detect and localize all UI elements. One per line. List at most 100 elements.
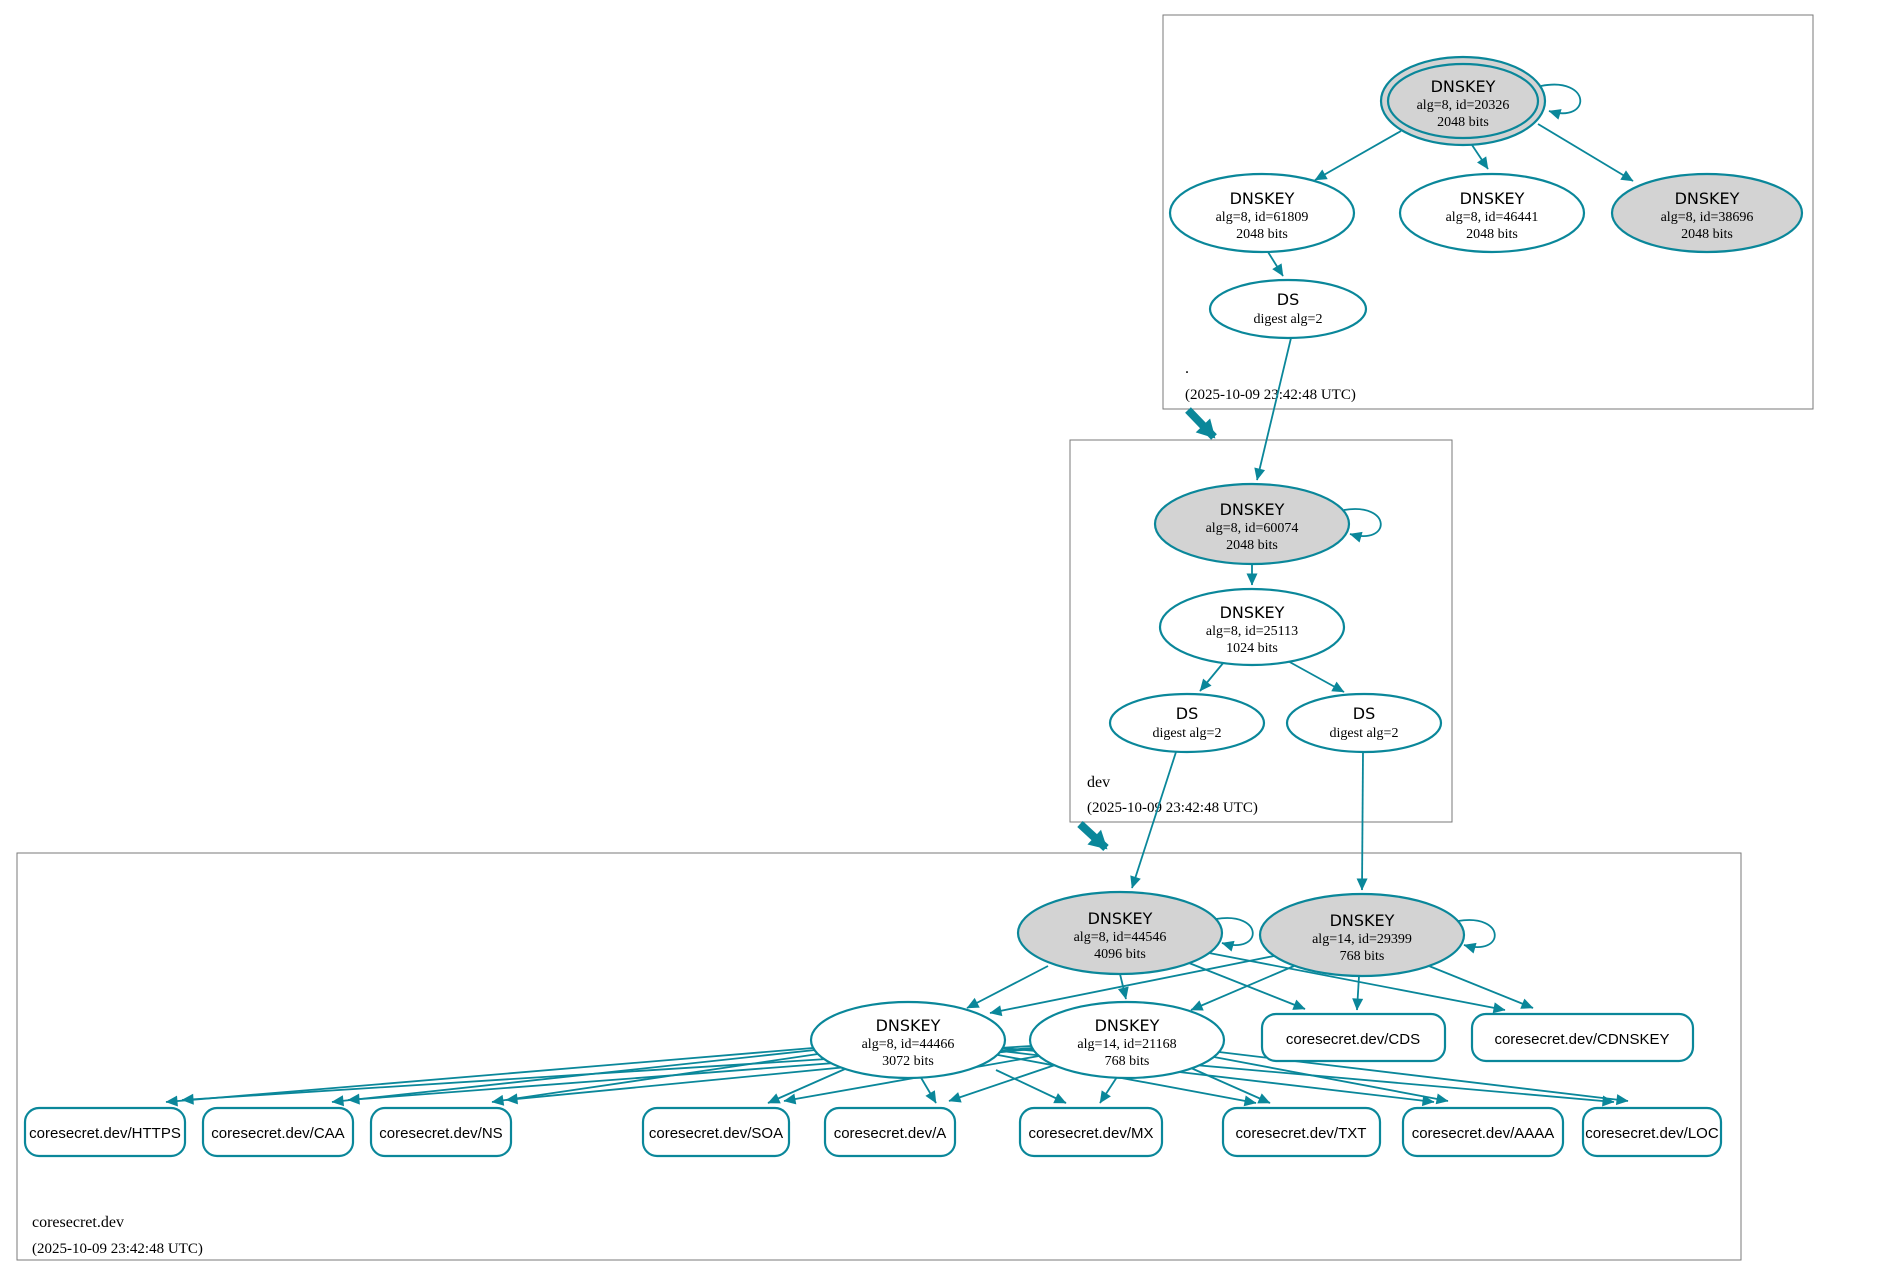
https-box [23,1106,187,1158]
dnskey-25113-ellipse [1158,587,1346,667]
dnskey-25113-detail: alg=8, id=25113 [1206,624,1298,639]
loc-box [1581,1106,1723,1158]
dnskey-21168-detail: alg=14, id=21168 [1077,1037,1176,1052]
dnskey-61809-ellipse [1168,172,1356,254]
dev-ds2-detail: digest alg=2 [1330,726,1399,741]
edge-dnskey-44466-to-soa [767,1068,846,1104]
node-dnskey-21168: DNSKEY alg=14, id=21168 768 bits [1028,1000,1226,1080]
edge-dnskey-21168-to-txt [1190,1067,1271,1104]
node-dnskey-38696: DNSKEY alg=8, id=38696 2048 bits [1610,172,1804,254]
caa-label: coresecret.dev/CAA [211,1125,344,1142]
dnskey-61809-title: DNSKEY [1230,189,1295,208]
edge-dnskey-29399-to-cdnskey [1428,965,1534,1009]
dnskey-44466-detail: alg=8, id=44466 [862,1037,955,1052]
dnskey-20326-detail: alg=8, id=20326 [1417,98,1510,113]
dnskey-20326-inner-ellipse [1386,62,1540,140]
rrset-node-txt: coresecret.dev/TXT [1221,1106,1382,1158]
edge-dnskey-44466-to-a [919,1075,937,1104]
dnskey-46441-bits: 2048 bits [1466,227,1518,242]
node-dnskey-44466: DNSKEY alg=8, id=44466 3072 bits [809,1000,1007,1080]
edge-dnskey-20326-to-61809 [1314,130,1402,181]
dnskey-60074-ellipse [1153,482,1351,566]
node-dnskey-29399-ksk: DNSKEY alg=14, id=29399 768 bits [1258,892,1466,978]
dnskey-21168-ellipse [1028,1000,1226,1080]
dnskey-29399-bits: 768 bits [1340,949,1385,964]
edge-dnskey-44546-to-cdnskey [1208,952,1506,1014]
root-ds-detail: digest alg=2 [1254,312,1323,327]
ns-box [369,1106,513,1158]
edges-dev-zone [1077,508,1382,891]
rrset-node-https: coresecret.dev/HTTPS [23,1106,187,1158]
edge-delegation-dev-to-coresecret [1077,821,1109,851]
node-dnskey-25113: DNSKEY alg=8, id=25113 1024 bits [1158,587,1346,667]
dnskey-25113-bits: 1024 bits [1226,641,1278,656]
cdnskey-box [1470,1012,1695,1063]
edge-dnskey-21168-to-aaaa [1213,1056,1449,1105]
zone-timestamp-dev: (2025-10-09 23:42:48 UTC) [1087,800,1258,816]
rrset-node-ns: coresecret.dev/NS [369,1106,513,1158]
node-dnskey-44546-ksk: DNSKEY alg=8, id=44546 4096 bits [1016,890,1224,976]
dnskey-38696-bits: 2048 bits [1681,227,1733,242]
a-label: coresecret.dev/A [834,1125,947,1142]
rrset-node-soa: coresecret.dev/SOA [641,1106,791,1158]
zone-label-dev: dev [1087,774,1110,791]
dnskey-44546-title: DNSKEY [1088,909,1153,928]
edge-dnskey-25113-to-ds2 [1285,659,1345,693]
zone-label-coresecret: coresecret.dev [32,1214,124,1231]
edge-dnskey-29399-to-cds [1352,975,1364,1011]
dnskey-21168-bits: 768 bits [1105,1054,1150,1069]
edge-selfsign-dnskey-60074 [1343,508,1382,543]
dev-ds2-title: DS [1353,704,1375,723]
dnskey-38696-ellipse [1610,172,1804,254]
edge-dnskey-21168-to-a [948,1064,1056,1103]
edge-dnskey-44466-to-https [165,1047,814,1107]
dnskey-25113-title: DNSKEY [1220,603,1285,622]
https-label: coresecret.dev/HTTPS [29,1125,181,1142]
rrset-node-mx: coresecret.dev/MX [1018,1106,1164,1158]
dev-ds1-ellipse [1108,692,1266,754]
dnskey-38696-detail: alg=8, id=38696 [1661,210,1754,225]
edge-dnskey-20326-to-38696 [1537,123,1634,182]
node-dnskey-46441: DNSKEY alg=8, id=46441 2048 bits [1398,172,1586,254]
dnskey-46441-ellipse [1398,172,1586,254]
dnskey-46441-detail: alg=8, id=46441 [1446,210,1539,225]
dnskey-29399-ellipse [1258,892,1466,978]
dnskey-44466-bits: 3072 bits [882,1054,934,1069]
dev-ds1-detail: digest alg=2 [1153,726,1222,741]
edge-selfsign-dnskey-44546 [1215,917,1254,952]
node-dev-ds2: DS digest alg=2 [1285,692,1443,754]
txt-label: coresecret.dev/TXT [1236,1125,1367,1142]
edge-root-ds-to-dev-dnskey-60074 [1254,337,1292,481]
rrset-node-loc: coresecret.dev/LOC [1581,1106,1723,1158]
dev-ds2-ellipse [1285,692,1443,754]
edge-dnskey-44466-to-mx [995,1069,1067,1104]
dnskey-61809-bits: 2048 bits [1236,227,1288,242]
cdnskey-label: coresecret.dev/CDNSKEY [1494,1031,1669,1048]
loc-label: coresecret.dev/LOC [1585,1125,1719,1142]
rrset-node-cdnskey: coresecret.dev/CDNSKEY [1470,1012,1695,1063]
node-root-ds: DS digest alg=2 [1208,278,1368,340]
dnskey-38696-title: DNSKEY [1675,189,1740,208]
soa-box [641,1106,791,1158]
node-dnskey-60074-ksk: DNSKEY alg=8, id=60074 2048 bits [1153,482,1351,566]
root-ds-ellipse [1208,278,1368,340]
edge-dnskey-61809-to-ds [1267,251,1284,277]
dnskey-60074-title: DNSKEY [1220,500,1285,519]
caa-box [201,1106,355,1158]
edge-dnskey-25113-to-ds1 [1199,661,1225,692]
edge-delegation-root-to-dev [1185,407,1217,440]
mx-label: coresecret.dev/MX [1028,1125,1153,1142]
dnskey-60074-bits: 2048 bits [1226,538,1278,553]
aaaa-label: coresecret.dev/AAAA [1412,1125,1555,1142]
edge-dnskey-21168-to-mx [1099,1076,1118,1104]
node-dev-ds1: DS digest alg=2 [1108,692,1266,754]
edge-dnskey-29399-to-44466 [989,955,1275,1017]
dev-ds1-title: DS [1176,704,1198,723]
edge-selfsign-dnskey-20326 [1540,83,1582,120]
edge-dnskey-20326-to-46441 [1471,144,1489,170]
zone-timestamp-coresecret: (2025-10-09 23:42:48 UTC) [32,1241,203,1257]
dnskey-29399-title: DNSKEY [1330,911,1395,930]
dnskey-44466-ellipse [809,1000,1007,1080]
dnskey-29399-detail: alg=14, id=29399 [1312,932,1412,947]
